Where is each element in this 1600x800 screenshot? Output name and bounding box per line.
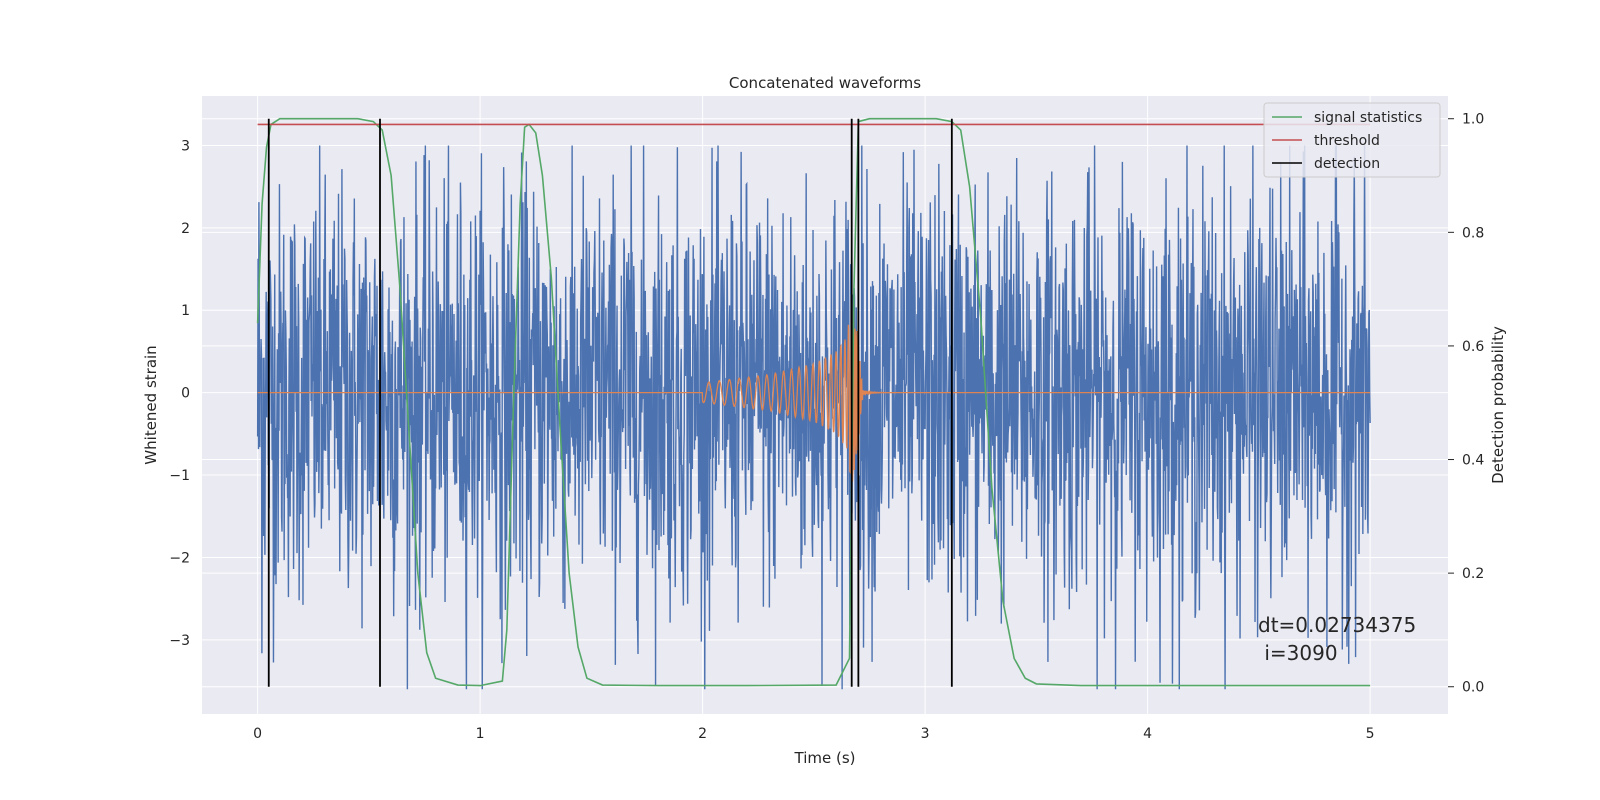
y-right-tick-label: 0.6	[1462, 339, 1484, 355]
x-tick-label: 5	[1366, 726, 1375, 742]
chart-title: Concatenated waveforms	[729, 74, 921, 92]
y-tick-label: 3	[181, 138, 190, 154]
y-axis-label: Whitened strain	[142, 345, 160, 464]
x-tick-label: 4	[1143, 726, 1152, 742]
legend-box	[1263, 102, 1441, 178]
y-tick-label: −1	[169, 468, 190, 484]
annotation-i: i=3090	[1258, 641, 1338, 665]
legend-label-detection: detection	[1314, 156, 1380, 172]
template-chirp-line	[257, 294, 1371, 482]
y-right-axis-label: Detection probability	[1489, 326, 1507, 484]
legend-label-signal-statistics: signal statistics	[1314, 110, 1422, 126]
y-right-tick-label: 0.8	[1462, 225, 1484, 241]
legend-label-threshold: threshold	[1314, 133, 1380, 149]
y-tick-label: 0	[181, 386, 190, 402]
strain-series	[256, 145, 1371, 690]
y-tick-label: −2	[169, 550, 190, 566]
template-chirp-series	[257, 294, 1371, 482]
x-axis-label: Time (s)	[794, 749, 856, 767]
y-tick-label: 2	[181, 221, 190, 237]
detection-lines	[267, 118, 953, 687]
strain-line	[256, 145, 1371, 690]
axes: 0 1 2 3 4 5 −3 −2 −1 0 1 2 3 0.0 0.2 0.4 0.6 0.8 1.0	[169, 112, 1484, 742]
x-tick-label: 2	[698, 726, 707, 742]
x-tick-label: 1	[476, 726, 485, 742]
y-right-tick-label: 0.2	[1462, 566, 1484, 582]
annotation-dt: dt=0.02734375	[1258, 613, 1416, 637]
legend: signal statistics threshold detection	[1263, 102, 1441, 178]
y-right-tick-label: 0.0	[1462, 680, 1484, 696]
y-right-tick-label: 1.0	[1462, 112, 1484, 128]
y-tick-label: 1	[181, 303, 190, 319]
y-tick-label: −3	[169, 633, 190, 649]
x-tick-label: 3	[921, 726, 930, 742]
x-tick-label: 0	[253, 726, 262, 742]
y-right-tick-label: 0.4	[1462, 453, 1484, 469]
